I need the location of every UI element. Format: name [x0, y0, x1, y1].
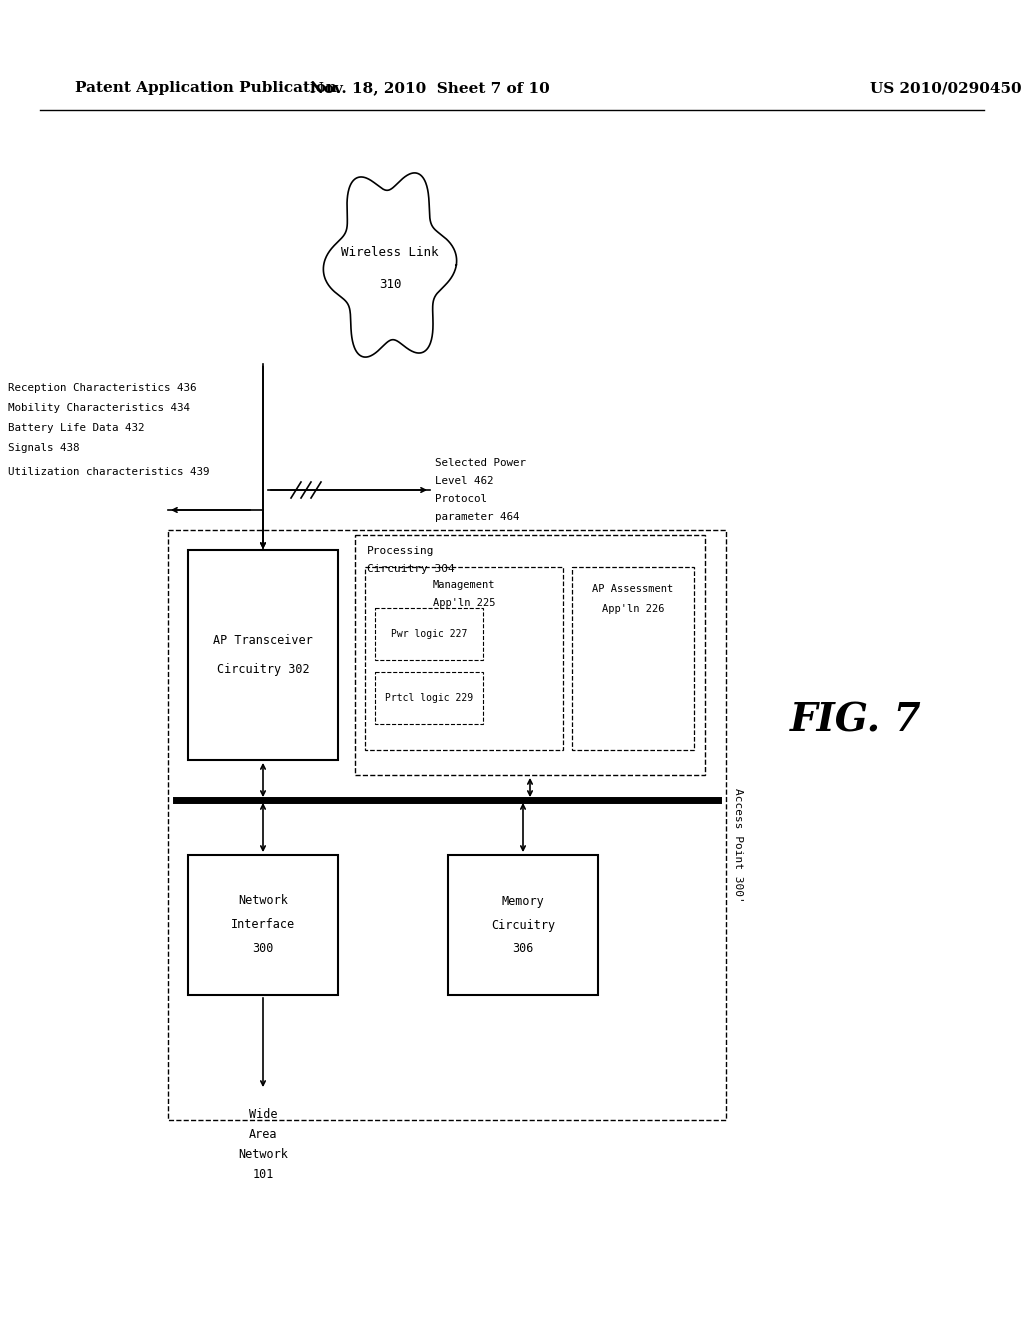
Text: Processing: Processing — [367, 546, 434, 556]
Text: 101: 101 — [252, 1168, 273, 1181]
Text: Pwr logic 227: Pwr logic 227 — [391, 630, 467, 639]
Text: Management: Management — [433, 579, 496, 590]
Text: Area: Area — [249, 1129, 278, 1142]
Bar — [572, 568, 694, 750]
Text: Network: Network — [238, 1148, 288, 1162]
Text: AP Transceiver: AP Transceiver — [213, 635, 313, 648]
Bar — [375, 609, 483, 660]
Text: Mobility Characteristics 434: Mobility Characteristics 434 — [8, 403, 190, 413]
Text: Patent Application Publication: Patent Application Publication — [75, 81, 337, 95]
Text: Interface: Interface — [231, 919, 295, 932]
Bar — [188, 550, 338, 760]
Text: Prtcl logic 229: Prtcl logic 229 — [385, 693, 473, 704]
Bar — [168, 531, 726, 1119]
Text: Reception Characteristics 436: Reception Characteristics 436 — [8, 383, 197, 393]
Bar — [375, 672, 483, 723]
Text: Protocol: Protocol — [435, 494, 487, 504]
Text: US 2010/0290450 A1: US 2010/0290450 A1 — [870, 81, 1024, 95]
Bar — [188, 855, 338, 995]
Text: parameter 464: parameter 464 — [435, 512, 519, 521]
Text: Circuitry 302: Circuitry 302 — [217, 663, 309, 676]
Text: App'ln 226: App'ln 226 — [602, 605, 665, 614]
Bar — [449, 855, 598, 995]
Text: Battery Life Data 432: Battery Life Data 432 — [8, 422, 144, 433]
Text: Circuitry: Circuitry — [490, 919, 555, 932]
Text: Circuitry 304: Circuitry 304 — [367, 564, 455, 574]
Text: Selected Power: Selected Power — [435, 458, 526, 469]
Text: Wireless Link: Wireless Link — [341, 247, 438, 260]
Text: 306: 306 — [512, 942, 534, 956]
Bar — [365, 568, 563, 750]
Text: 310: 310 — [379, 279, 401, 292]
Text: Wide: Wide — [249, 1109, 278, 1122]
Bar — [355, 535, 705, 775]
Text: Memory: Memory — [502, 895, 545, 908]
Text: Signals 438: Signals 438 — [8, 444, 80, 453]
Polygon shape — [324, 173, 457, 358]
Text: 300: 300 — [252, 942, 273, 956]
Text: App'ln 225: App'ln 225 — [433, 598, 496, 609]
Text: AP Assessment: AP Assessment — [592, 583, 674, 594]
Text: Access Point 300': Access Point 300' — [733, 788, 743, 903]
Text: Utilization characteristics 439: Utilization characteristics 439 — [8, 467, 210, 477]
Text: Level 462: Level 462 — [435, 477, 494, 486]
Text: FIG. 7: FIG. 7 — [790, 701, 922, 739]
Text: Nov. 18, 2010  Sheet 7 of 10: Nov. 18, 2010 Sheet 7 of 10 — [310, 81, 550, 95]
Text: Network: Network — [238, 895, 288, 908]
